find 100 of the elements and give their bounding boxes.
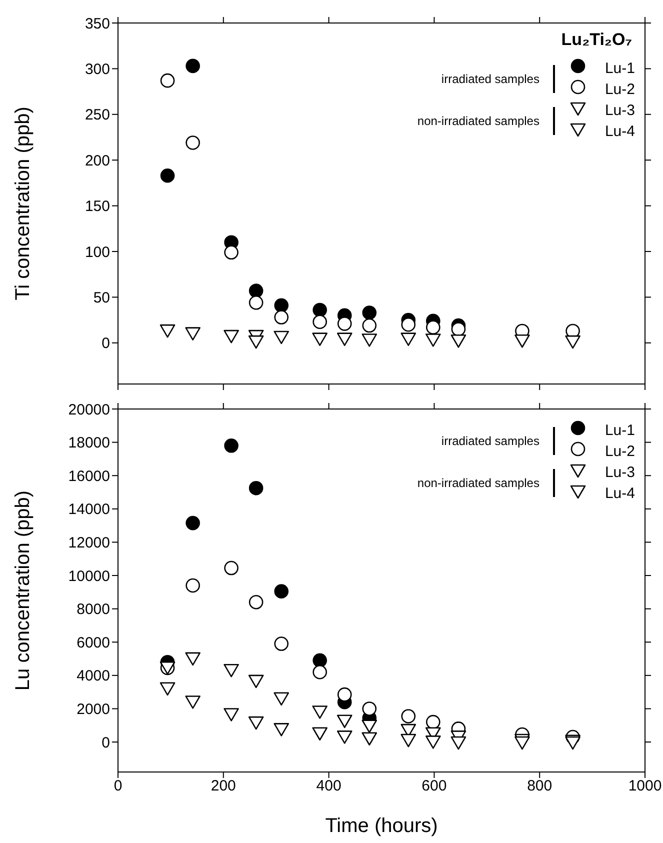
x-tick-label: 800 [527,778,552,795]
y-tick-label: 350 [84,15,110,32]
annotation: non-irradiated samples [417,114,540,128]
point [185,327,200,340]
point [336,332,352,346]
point [336,730,352,744]
point [160,73,175,88]
legend-label: Lu-4 [604,484,636,504]
y-tick-label: 20000 [68,401,110,418]
point [248,335,264,349]
point [274,636,289,651]
y-tick-label: 4000 [76,668,110,685]
legend-label: Lu-1 [604,421,636,441]
point [451,322,466,336]
point [565,335,580,349]
point [514,334,530,348]
y-tick-label: 6000 [76,634,110,652]
point [248,480,264,496]
point [312,664,327,680]
point [362,334,378,347]
y-tick-label: 14000 [68,501,110,518]
point [425,334,441,347]
y-axis-title: Lu concentration (ppb) [12,490,34,691]
point [186,578,200,593]
y-axis-title: Ti concentration (ppb) [12,106,34,300]
y-tick-label: 12000 [68,534,110,552]
point [274,584,289,598]
point [248,674,264,688]
point [224,245,238,260]
y-tick-label: 16000 [68,468,110,485]
legend-label: Lu-2 [604,442,636,462]
y-tick-label: 0 [102,734,110,752]
point [400,332,416,346]
point [312,302,327,318]
point [362,732,378,746]
annotation: irradiated samples [441,434,540,448]
y-tick-label: 8000 [76,601,110,618]
legend-label: Lu-4 [604,122,636,142]
point [248,716,264,730]
point [401,709,416,724]
point [312,653,327,668]
y-tick-label: 0 [102,335,110,352]
point [337,316,352,331]
y-tick-label: 2000 [76,701,110,718]
point [274,298,289,313]
point [362,720,378,734]
point [185,696,200,709]
y-tick-label: 100 [84,244,110,261]
x-tick-label: 1000 [628,778,662,795]
point [450,334,466,348]
point [274,723,290,736]
point [274,692,290,706]
point [224,664,239,678]
chart-title: Lu₂Ti₂O₇ [560,30,632,50]
point [186,516,200,530]
y-tick-label: 10000 [68,568,110,585]
point [450,736,466,750]
point [362,306,377,320]
point [312,727,328,741]
point [248,284,264,298]
point [312,706,328,719]
point [425,736,441,749]
point [160,168,175,183]
point [337,687,352,702]
point [514,736,530,750]
point [248,595,264,610]
y-tick-label: 150 [84,198,110,216]
point [224,438,238,453]
legend-label: Lu-1 [604,59,636,79]
point [312,332,328,346]
point [401,317,416,332]
point [362,702,377,716]
point [185,652,200,666]
point [426,320,440,334]
y-tick-label: 200 [84,152,110,170]
point [224,708,239,722]
x-tick-label: 0 [114,778,122,795]
y-tick-label: 50 [93,290,110,306]
x-tick-label: 600 [422,778,447,795]
x-tick-label: 400 [316,778,342,795]
x-tick-label: 200 [210,778,236,795]
point [224,560,238,576]
legend-label: Lu-3 [604,101,636,121]
y-tick-label: 300 [84,61,110,78]
annotation: non-irradiated samples [417,476,540,490]
legend-label: Lu-2 [604,80,636,100]
point [186,58,200,74]
legend-label: Lu-3 [604,463,636,483]
y-tick-label: 18000 [68,434,110,452]
point [224,330,239,344]
annotation: irradiated samples [441,72,540,86]
x-axis-title: Time (hours) [325,815,438,837]
y-tick-label: 250 [84,106,110,124]
point [160,324,176,338]
point [336,714,352,728]
point [186,136,200,150]
point [248,296,264,310]
point [160,682,176,696]
point [400,734,416,748]
point [274,330,290,344]
